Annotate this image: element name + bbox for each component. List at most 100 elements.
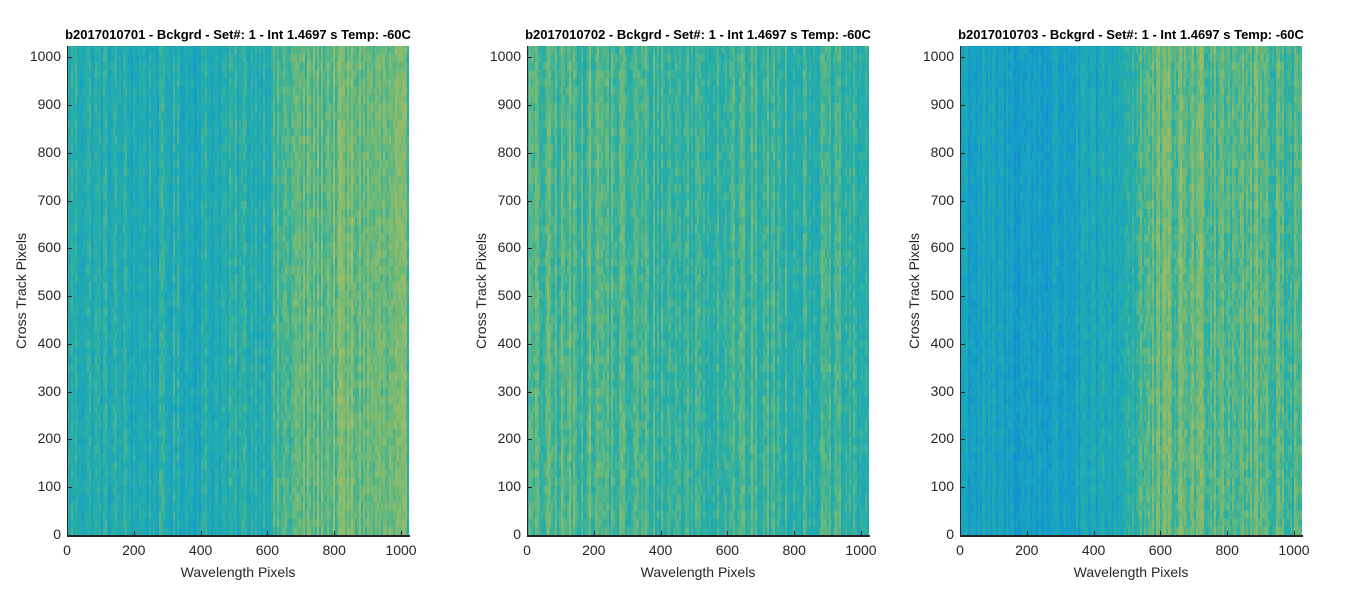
heatmap-cell (153, 217, 156, 226)
heatmap-cell (179, 266, 182, 275)
heatmap-cell (221, 103, 224, 112)
heatmap-cell (121, 151, 124, 161)
heatmap-cell (141, 46, 144, 55)
heatmap-cell (195, 257, 198, 267)
heatmap-cell (143, 437, 146, 446)
heatmap-cell (177, 355, 180, 365)
heatmap-cell (191, 217, 194, 226)
heatmap-cell (95, 420, 98, 430)
heatmap-cell (123, 510, 126, 520)
heatmap-cell (69, 518, 72, 528)
heatmap-cell (223, 249, 226, 259)
heatmap-cell (83, 78, 86, 88)
heatmap-cell (67, 111, 70, 120)
heatmap-cell (107, 266, 110, 275)
heatmap-cell (203, 380, 206, 389)
heatmap-cell (197, 396, 200, 406)
heatmap-cell (225, 135, 228, 145)
heatmap-cell (81, 143, 84, 153)
heatmap-cell (145, 396, 148, 406)
heatmap-cell (225, 78, 228, 88)
heatmap-cell (123, 363, 126, 373)
heatmap-cell (119, 127, 122, 137)
heatmap-cell (227, 266, 230, 275)
heatmap-cell (111, 127, 114, 137)
heatmap-cell (147, 257, 150, 267)
heatmap-cell (107, 86, 110, 96)
heatmap-cell (91, 461, 94, 471)
heatmap-cell (109, 331, 112, 340)
heatmap-cell (141, 347, 144, 357)
heatmap-cell (157, 526, 160, 535)
heatmap-cell (99, 160, 102, 169)
heatmap-cell (163, 103, 166, 112)
heatmap-cell (115, 347, 118, 357)
heatmap-cell (77, 453, 80, 463)
heatmap-cell (119, 306, 122, 316)
heatmap-cell (157, 290, 160, 300)
heatmap-cell (169, 298, 172, 308)
heatmap-cell (151, 119, 154, 129)
heatmap-cell (69, 257, 72, 267)
heatmap-cell (117, 331, 120, 340)
heatmap-cell (153, 274, 156, 283)
heatmap-cell (119, 274, 122, 283)
heatmap-cell (211, 380, 214, 389)
heatmap-cell (123, 135, 126, 145)
heatmap-cell (179, 469, 182, 479)
heatmap-cell (155, 526, 158, 535)
heatmap-cell (179, 257, 182, 267)
heatmap-cell (153, 241, 156, 251)
heatmap-cell (197, 445, 200, 455)
heatmap-cell (187, 461, 190, 471)
heatmap-cell (203, 396, 206, 406)
heatmap-cell (169, 160, 172, 169)
heatmap-cell (189, 331, 192, 340)
heatmap-cell (215, 380, 218, 389)
heatmap-cell (203, 453, 206, 463)
heatmap-cell (219, 461, 222, 471)
heatmap-cell (213, 62, 216, 72)
heatmap-cell (177, 298, 180, 308)
heatmap-cell (69, 266, 72, 275)
heatmap-cell (227, 233, 230, 243)
heatmap-cell (199, 160, 202, 169)
heatmap-cell (101, 355, 104, 365)
heatmap-cell (213, 510, 216, 520)
heatmap-cell (199, 347, 202, 357)
heatmap-cell (69, 469, 72, 479)
heatmap-cell (207, 86, 210, 96)
heatmap-cell (169, 86, 172, 96)
heatmap-cell (107, 135, 110, 145)
heatmap-cell (137, 135, 140, 145)
heatmap-cell (215, 94, 218, 104)
heatmap-cell (117, 160, 120, 169)
heatmap-cell (149, 363, 152, 373)
heatmap-cell (199, 233, 202, 243)
heatmap-cell (215, 372, 218, 381)
heatmap-cell (177, 323, 180, 332)
heatmap-cell (207, 412, 210, 422)
heatmap-cell (193, 70, 196, 80)
heatmap-cell (119, 404, 122, 414)
heatmap-cell (227, 176, 230, 186)
heatmap-cell (133, 127, 136, 137)
heatmap-cell (161, 339, 164, 349)
heatmap-cell (131, 151, 134, 161)
heatmap-cell (193, 86, 196, 96)
heatmap-cell (91, 176, 94, 186)
heatmap-cell (89, 86, 92, 96)
heatmap-cell (211, 363, 214, 373)
heatmap-cell (223, 233, 226, 243)
heatmap-cell (129, 323, 132, 332)
heatmap-cell (165, 241, 168, 251)
heatmap-cell (101, 168, 104, 177)
heatmap-cell (231, 494, 234, 503)
heatmap-cell (175, 510, 178, 520)
heatmap-cell (143, 298, 146, 308)
heatmap-cell (115, 518, 118, 528)
heatmap-cell (103, 469, 106, 479)
heatmap-cell (145, 429, 148, 438)
heatmap-cell (139, 111, 142, 120)
heatmap-cell (157, 217, 160, 226)
